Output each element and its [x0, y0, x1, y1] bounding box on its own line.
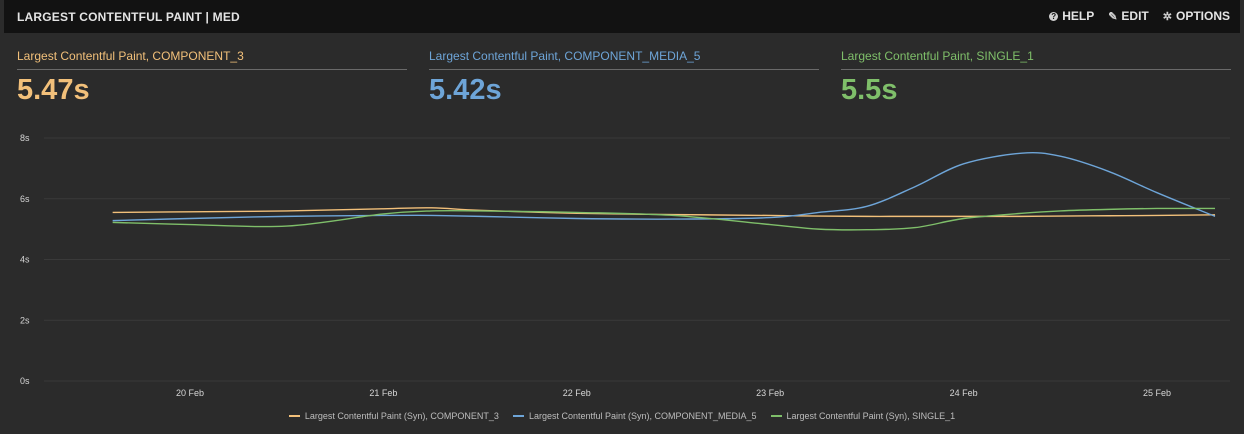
legend-item-component-media-5[interactable]: Largest Contentful Paint (Syn), COMPONEN…	[512, 411, 757, 421]
y-tick-label: 0s	[20, 376, 30, 386]
legend-label: Largest Contentful Paint (Syn), SINGLE_1	[786, 411, 956, 421]
header-actions: ? HELP ✎ EDIT ✲ OPTIONS	[1049, 9, 1230, 23]
line-chart: 0s 2s 4s 6s 8s 20 Feb 21 Feb 22 Feb 23 Feb 24 Feb…	[20, 133, 1230, 398]
stat-single-1: Largest Contentful Paint, SINGLE_1 5.5s	[841, 49, 1231, 107]
stat-component-3: Largest Contentful Paint, COMPONENT_3 5.…	[17, 49, 407, 107]
legend-item-single-1[interactable]: Largest Contentful Paint (Syn), SINGLE_1	[770, 411, 956, 421]
x-tick-label: 20 Feb	[176, 388, 204, 398]
legend-item-component-3[interactable]: Largest Contentful Paint (Syn), COMPONEN…	[288, 411, 499, 421]
legend-label: Largest Contentful Paint (Syn), COMPONEN…	[304, 411, 499, 421]
widget-title: LARGEST CONTENTFUL PAINT | MED	[17, 10, 240, 24]
series-line-1	[112, 152, 1216, 222]
edit-label: EDIT	[1121, 9, 1149, 23]
options-label: OPTIONS	[1175, 9, 1230, 23]
y-tick-label: 6s	[20, 194, 30, 204]
y-tick-label: 2s	[20, 315, 30, 325]
widget-frame: LARGEST CONTENTFUL PAINT | MED ? HELP ✎ …	[4, 0, 1240, 434]
widget-header: LARGEST CONTENTFUL PAINT | MED ? HELP ✎ …	[4, 0, 1240, 33]
gear-icon: ✲	[1162, 10, 1172, 23]
x-tick-label: 25 Feb	[1143, 388, 1171, 398]
x-tick-label: 23 Feb	[756, 388, 784, 398]
legend-label: Largest Contentful Paint (Syn), COMPONEN…	[528, 411, 757, 421]
options-button[interactable]: ✲ OPTIONS	[1163, 9, 1230, 23]
x-tick-label: 21 Feb	[369, 388, 397, 398]
chart-legend: Largest Contentful Paint (Syn), COMPONEN…	[4, 411, 1240, 421]
help-icon: ?	[1049, 11, 1059, 21]
x-tick-label: 22 Feb	[563, 388, 591, 398]
stat-value: 5.47s	[17, 74, 90, 106]
stat-value: 5.42s	[429, 74, 502, 106]
x-tick-label: 24 Feb	[950, 388, 978, 398]
series-line-2	[112, 207, 1216, 231]
legend-swatch	[512, 415, 524, 417]
legend-swatch	[770, 415, 782, 417]
stat-label: Largest Contentful Paint, COMPONENT_MEDI…	[429, 49, 819, 70]
stat-value: 5.5s	[841, 74, 898, 106]
stat-component-media-5: Largest Contentful Paint, COMPONENT_MEDI…	[429, 49, 819, 107]
stat-label: Largest Contentful Paint, SINGLE_1	[841, 49, 1231, 70]
series-line-0	[112, 207, 1216, 218]
pencil-icon: ✎	[1108, 10, 1118, 23]
help-button[interactable]: ? HELP	[1049, 9, 1094, 23]
edit-button[interactable]: ✎ EDIT	[1108, 9, 1149, 23]
legend-swatch	[288, 415, 300, 417]
y-tick-label: 4s	[20, 255, 30, 265]
y-tick-label: 8s	[20, 133, 30, 143]
help-label: HELP	[1062, 9, 1095, 23]
stat-label: Largest Contentful Paint, COMPONENT_3	[17, 49, 407, 70]
